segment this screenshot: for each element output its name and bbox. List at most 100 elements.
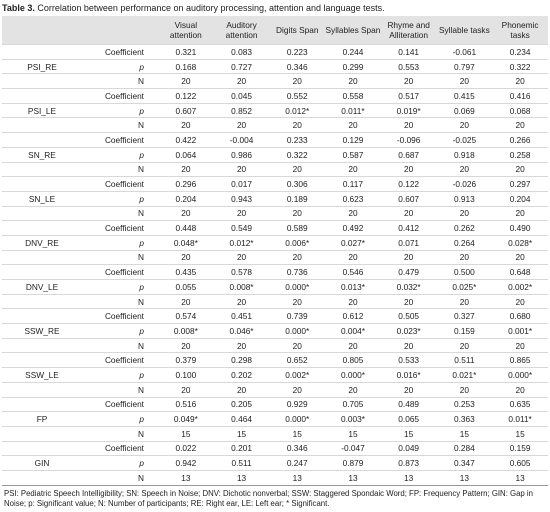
cell: 20 [380,117,437,133]
cell: 0.141 [380,44,437,60]
caption-label: Table 3. [2,3,35,13]
cell: 20 [269,205,326,221]
footnote: PSI: Pediatric Speech Intelligibility; S… [2,484,548,509]
table-row: PSI_RE p 0.168 0.727 0.346 0.299 0.553 0.797 0.3… [2,58,548,74]
cell: 20 [158,293,214,309]
cell: 20 [380,161,437,177]
measure-label: Coefficient [82,352,158,368]
measure-label: p [82,323,158,339]
table-row: N 20 20 20 20 20 20 20 [2,337,548,353]
cell: 0.049 [380,440,437,456]
cell: 0.680 [492,308,548,324]
cell: 20 [213,337,270,353]
cell: 0.297 [492,176,548,192]
cell: 0.549 [213,220,270,236]
group-blank [2,176,82,192]
cell: 0.607 [158,102,214,118]
cell: 0.623 [325,190,381,207]
cell: 0.986 [213,146,270,162]
cell: 0.000* [269,323,326,339]
cell: 20 [380,381,437,397]
table-row: Coefficient 0.574 0.451 0.739 0.612 0.505 0.32… [2,308,548,324]
measure-label: Coefficient [82,264,158,280]
group-label: FP [2,411,82,427]
cell: 20 [325,73,381,89]
cell: 0.805 [325,352,381,368]
cell: 0.379 [158,352,214,368]
column-header: Phonemic tasks [492,16,548,45]
cell: 20 [380,205,437,221]
cell: 20 [436,161,493,177]
cell: 20 [158,205,214,221]
measure-label: p [82,190,158,207]
measure-label: p [82,367,158,383]
measure-label: N [82,161,158,177]
cell: 0.299 [325,58,381,74]
group-blank [2,440,82,456]
cell: 0.929 [269,396,326,412]
cell: 0.244 [325,44,381,60]
caption-text: Correlation between performance on audit… [37,3,385,13]
measure-label: N [82,73,158,89]
cell: 0.489 [380,396,437,412]
group-blank [2,249,82,265]
group-blank [2,352,82,368]
cell: 13 [269,469,326,485]
cell: 0.002* [492,279,548,295]
table-row: N 15 15 15 15 15 15 15 [2,425,548,442]
header-blank [82,16,158,45]
cell: 0.648 [492,264,548,280]
cell: 20 [213,205,270,221]
cell: 0.587 [325,146,381,162]
table-row: Coefficient 0.321 0.083 0.223 0.244 0.141 -0.0… [2,44,548,60]
cell: 0.943 [213,190,270,207]
cell: 0.652 [269,352,326,368]
table-row: SSW_LE p 0.100 0.202 0.002* 0.000* 0.016* 0.021… [2,367,548,383]
measure-label: N [82,293,158,309]
cell: 0.001* [492,323,548,339]
cell: 20 [492,161,548,177]
column-header: Syllable tasks [436,16,493,45]
cell: 20 [436,293,493,309]
measure-label: p [82,102,158,118]
cell: 15 [492,425,548,442]
cell: 13 [436,469,493,485]
table: Visual attention Auditory attention Digits… [2,16,548,485]
cell: 20 [492,381,548,397]
measure-label: Coefficient [82,220,158,236]
group-label: SSW_LE [2,367,82,383]
cell: 0.511 [213,455,270,471]
cell: -0.026 [436,176,493,192]
cell: 0.363 [436,411,493,427]
cell: 0.234 [492,44,548,60]
measure-label: p [82,58,158,74]
cell: 20 [436,249,493,265]
group-blank [2,381,82,397]
cell: 0.032* [380,279,437,295]
group-label: DNV_LE [2,279,82,295]
group-label: SN_LE [2,190,82,207]
cell: 20 [269,73,326,89]
cell: 0.027* [325,234,381,251]
column-header: Syllables Span [325,16,381,45]
cell: 0.201 [213,440,270,456]
cell: 0.204 [492,190,548,207]
cell: 0.558 [325,88,381,104]
cell: 0.258 [492,146,548,162]
group-label: DNV_RE [2,234,82,251]
group-blank [2,337,82,353]
cell: 0.025* [436,279,493,295]
cell: 0.516 [158,396,214,412]
cell: 20 [269,337,326,353]
cell: 0.505 [380,308,437,324]
table-row: SSW_RE p 0.008* 0.046* 0.000* 0.004* 0.023* 0.1… [2,323,548,339]
cell: 0.205 [213,396,270,412]
cell: 20 [325,337,381,353]
table-row: DNV_RE p 0.048* 0.012* 0.006* 0.027* 0.071 0.26… [2,234,548,251]
column-header: Auditory attention [213,16,270,45]
cell: 0.023* [380,323,437,339]
cell: 20 [380,337,437,353]
cell: 0.635 [492,396,548,412]
cell: 20 [492,117,548,133]
cell: 0.068 [492,102,548,118]
